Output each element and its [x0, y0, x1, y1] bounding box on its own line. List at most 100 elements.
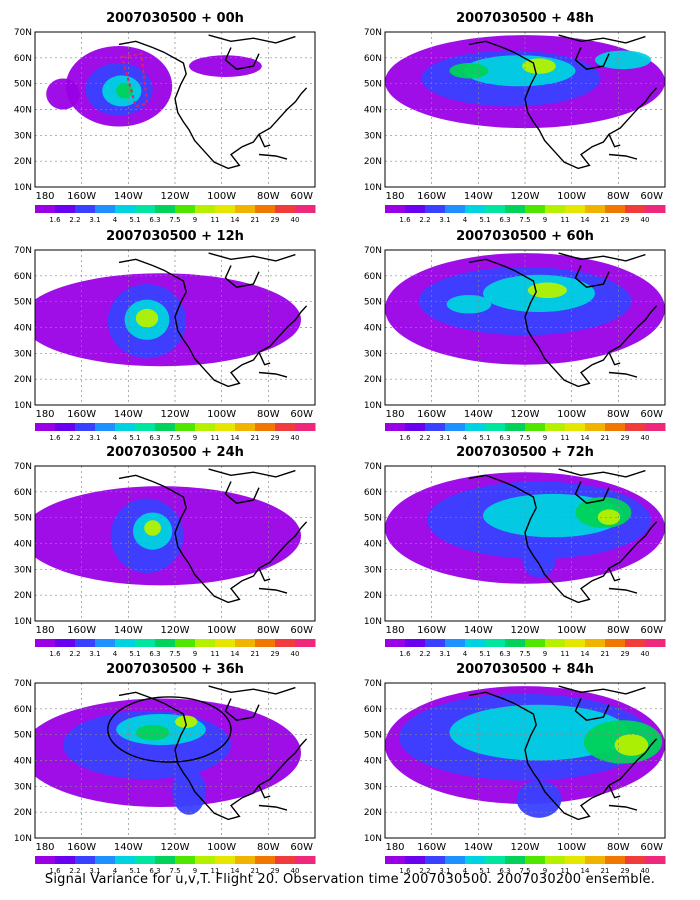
- lat-tick-label: 40N: [364, 540, 382, 550]
- panel-frame: [34, 249, 316, 406]
- colorbar-swatch: [605, 205, 626, 213]
- lat-tick-label: 10N: [14, 401, 32, 411]
- lat-tick-label: 50N: [364, 80, 382, 90]
- lon-tick-label: 120W: [511, 842, 540, 853]
- colorbar-swatch: [295, 423, 316, 431]
- colorbar-swatch: [405, 205, 426, 213]
- colorbar-label: 6.3: [149, 650, 160, 658]
- lat-tick-label: 30N: [14, 565, 32, 575]
- colorbar-label: 3.1: [439, 434, 450, 442]
- lat-tick-label: 20N: [364, 808, 382, 818]
- lon-tick-label: 80W: [607, 191, 630, 202]
- lon-tick-label: 60W: [290, 625, 313, 636]
- colorbar-label: 29: [621, 867, 630, 875]
- colorbar-label: 40: [291, 650, 300, 658]
- colorbar-label: 2.2: [419, 434, 430, 442]
- colorbar-label: 6.3: [149, 434, 160, 442]
- map-panel: 2007030500 + 72h 10N 20N 30N 40N 50N 60N 70N 180…: [364, 445, 666, 658]
- colorbar-swatch: [175, 205, 196, 213]
- lon-tick-label: 140W: [464, 409, 493, 420]
- colorbar-swatch: [55, 856, 76, 864]
- colorbar-swatch: [215, 205, 236, 213]
- colorbar-swatch: [255, 205, 276, 213]
- colorbar-swatch: [525, 205, 546, 213]
- variance-blob: [144, 520, 161, 536]
- lat-tick-label: 70N: [14, 679, 32, 689]
- lat-tick-label: 20N: [14, 591, 32, 601]
- colorbar-swatch: [215, 423, 236, 431]
- lat-tick-label: 60N: [364, 272, 382, 282]
- coastline: [258, 785, 271, 799]
- colorbar-label: 6.3: [499, 216, 510, 224]
- colorbar-label: 2.2: [419, 650, 430, 658]
- colorbar-label: 5.1: [479, 216, 490, 224]
- variance-field: [35, 273, 301, 367]
- variance-field: [35, 698, 301, 815]
- colorbar-swatch: [545, 639, 566, 647]
- colorbar-swatch: [275, 856, 296, 864]
- colorbar-swatch: [275, 639, 296, 647]
- colorbar-swatch: [75, 423, 96, 431]
- colorbar-swatch: [195, 205, 216, 213]
- coastline: [468, 474, 658, 604]
- colorbar-swatch: [195, 856, 216, 864]
- colorbar-swatch: [385, 639, 406, 647]
- colorbar-label: 4: [463, 216, 468, 224]
- colorbar-swatch: [425, 423, 446, 431]
- lat-tick-label: 40N: [364, 324, 382, 334]
- colorbar-swatch: [445, 423, 466, 431]
- lon-tick-label: 60W: [290, 842, 313, 853]
- colorbar-swatch: [115, 205, 136, 213]
- colorbar-label: 6.3: [499, 434, 510, 442]
- colorbar-label: 40: [641, 867, 650, 875]
- colorbar-swatch: [545, 205, 566, 213]
- map-panel: 2007030500 + 60h 10N 20N 30N 40N 50N 60N 70N 180…: [364, 229, 666, 442]
- colorbar-swatch: [425, 856, 446, 864]
- colorbar-swatch: [485, 856, 506, 864]
- colorbar-label: 9: [193, 867, 197, 875]
- colorbar-swatch: [465, 639, 486, 647]
- colorbar-swatch: [465, 856, 486, 864]
- colorbar-swatch: [405, 856, 426, 864]
- colorbar-label: 29: [621, 434, 630, 442]
- colorbar-swatch: [565, 205, 586, 213]
- colorbar-label: 3.1: [89, 650, 100, 658]
- lon-tick-label: 120W: [161, 191, 190, 202]
- map-panel: 2007030500 + 12h 10N 20N 30N 40N 50N 60N 70N 180…: [14, 229, 316, 442]
- colorbar-swatch: [155, 856, 176, 864]
- colorbar-label: 14: [581, 650, 590, 658]
- coastline: [608, 587, 638, 594]
- lon-tick-label: 180: [385, 409, 404, 420]
- colorbar-label: 1.6: [399, 434, 411, 442]
- colorbar-swatch: [585, 639, 606, 647]
- lon-tick-label: 140W: [464, 191, 493, 202]
- lon-tick-label: 160W: [417, 409, 446, 420]
- colorbar-swatch: [585, 856, 606, 864]
- variance-blob: [522, 58, 556, 74]
- colorbar-swatch: [505, 205, 526, 213]
- colorbar-label: 9: [193, 216, 197, 224]
- panel-frame: [384, 465, 666, 622]
- colorbar-label: 6.3: [149, 216, 160, 224]
- lon-tick-label: 120W: [161, 409, 190, 420]
- variance-blob: [135, 724, 170, 741]
- colorbar-swatch: [135, 423, 156, 431]
- coastline: [574, 698, 610, 721]
- colorbar-swatch: [465, 423, 486, 431]
- colorbar-swatch: [545, 856, 566, 864]
- colorbar-label: 4: [463, 867, 468, 875]
- lat-tick-label: 70N: [364, 679, 382, 689]
- colorbar-swatch: [275, 205, 296, 213]
- colorbar-swatch: [565, 639, 586, 647]
- colorbar-label: 21: [251, 216, 260, 224]
- colorbar-swatch: [75, 856, 96, 864]
- lat-tick-label: 20N: [364, 375, 382, 385]
- variance-blob: [597, 509, 621, 525]
- colorbar-label: 7.5: [519, 650, 530, 658]
- colorbar-swatch: [155, 423, 176, 431]
- lat-tick-label: 10N: [14, 834, 32, 844]
- colorbar-label: 2.2: [419, 867, 430, 875]
- colorbar-label: 1.6: [399, 867, 411, 875]
- colorbar-label: 5.1: [479, 434, 490, 442]
- colorbar-label: 40: [291, 867, 300, 875]
